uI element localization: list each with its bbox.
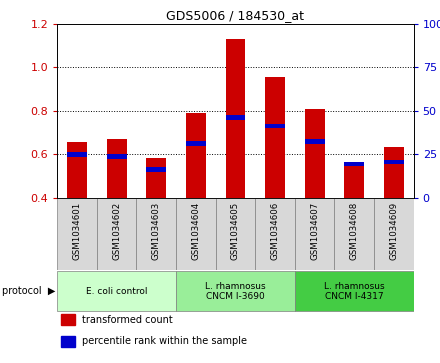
Bar: [345, 162, 364, 167]
Text: GSM1034605: GSM1034605: [231, 201, 240, 260]
Bar: [147, 158, 166, 198]
Bar: [255, 198, 295, 270]
Bar: [295, 198, 334, 270]
Bar: [107, 139, 127, 198]
Bar: [186, 113, 206, 198]
Bar: [334, 198, 374, 270]
Text: GSM1034609: GSM1034609: [389, 201, 398, 260]
Text: GSM1034608: GSM1034608: [350, 201, 359, 260]
Bar: [226, 39, 246, 198]
Text: protocol  ▶: protocol ▶: [2, 286, 55, 296]
Text: GSM1034607: GSM1034607: [310, 201, 319, 260]
Bar: [176, 271, 295, 311]
Bar: [384, 147, 404, 198]
Bar: [305, 109, 325, 198]
Bar: [305, 139, 325, 144]
Bar: [136, 198, 176, 270]
Bar: [186, 141, 206, 146]
Bar: [265, 77, 285, 198]
Text: percentile rank within the sample: percentile rank within the sample: [82, 337, 247, 346]
Bar: [345, 164, 364, 198]
Bar: [67, 152, 87, 157]
Bar: [61, 314, 75, 325]
Text: transformed count: transformed count: [82, 315, 173, 325]
Bar: [295, 271, 414, 311]
Bar: [216, 198, 255, 270]
Bar: [176, 198, 216, 270]
Text: E. coli control: E. coli control: [86, 287, 147, 296]
Text: GSM1034601: GSM1034601: [73, 201, 81, 260]
Text: GSM1034604: GSM1034604: [191, 201, 200, 260]
Text: L. rhamnosus
CNCM I-3690: L. rhamnosus CNCM I-3690: [205, 282, 266, 301]
Bar: [57, 198, 97, 270]
Bar: [67, 142, 87, 198]
Bar: [374, 198, 414, 270]
Bar: [265, 123, 285, 129]
Bar: [384, 159, 404, 164]
Text: GSM1034602: GSM1034602: [112, 201, 121, 260]
Bar: [147, 167, 166, 172]
Bar: [226, 115, 246, 120]
Bar: [57, 271, 176, 311]
Bar: [97, 198, 136, 270]
Text: L. rhamnosus
CNCM I-4317: L. rhamnosus CNCM I-4317: [324, 282, 385, 301]
Bar: [61, 336, 75, 347]
Text: GSM1034606: GSM1034606: [271, 201, 279, 260]
Title: GDS5006 / 184530_at: GDS5006 / 184530_at: [166, 9, 304, 23]
Text: GSM1034603: GSM1034603: [152, 201, 161, 260]
Bar: [107, 154, 127, 159]
